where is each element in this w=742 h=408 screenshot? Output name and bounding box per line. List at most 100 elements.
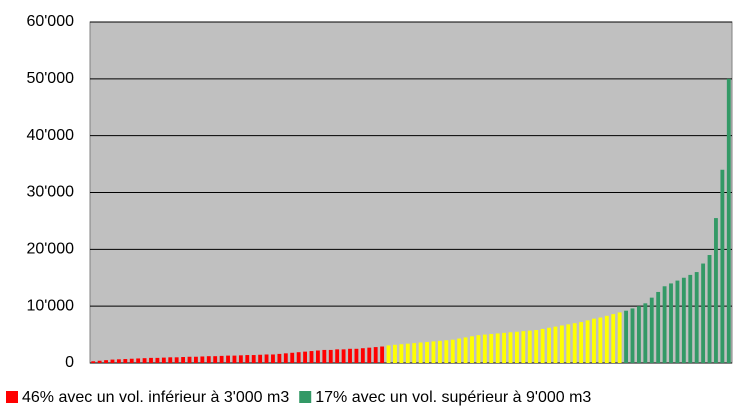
bar [598, 317, 603, 363]
bar [181, 357, 186, 363]
bar [566, 324, 571, 363]
bar [129, 358, 134, 363]
bar [200, 356, 205, 363]
bar [444, 340, 449, 363]
bar [335, 349, 340, 363]
y-tick-label: 40'000 [26, 127, 74, 144]
bar [515, 331, 519, 363]
bar [585, 320, 590, 363]
bar [187, 356, 192, 363]
bar [534, 330, 539, 363]
bar [354, 348, 359, 363]
bar [579, 322, 584, 363]
bar [245, 355, 250, 363]
bar [669, 283, 673, 363]
bar [482, 334, 487, 363]
bar [604, 315, 609, 363]
bar [328, 349, 333, 363]
bar [656, 291, 661, 363]
bar [714, 218, 718, 363]
bar [675, 280, 680, 363]
bar [431, 341, 436, 363]
legend-label: 46% avec un vol. inférieur à 3'000 m3 [22, 389, 289, 406]
bar [322, 349, 327, 363]
bar [219, 355, 224, 363]
bar [405, 343, 410, 363]
bar [540, 328, 545, 363]
bar [502, 332, 507, 363]
bar [701, 263, 706, 363]
bar [97, 360, 102, 363]
bar [303, 351, 307, 363]
bar [168, 357, 173, 363]
bar [681, 277, 686, 363]
bar [315, 350, 320, 363]
bar [457, 338, 462, 363]
bar [572, 323, 577, 363]
bar [194, 356, 198, 363]
bar [213, 356, 218, 363]
bar [527, 330, 532, 363]
bar [161, 357, 166, 363]
bar [489, 334, 494, 363]
y-tick-label: 10'000 [26, 297, 74, 314]
bar [110, 359, 115, 363]
legend-label: 17% avec un vol. supérieur à 9'000 m3 [315, 389, 591, 406]
bar [636, 306, 641, 363]
bar [694, 272, 699, 363]
bar [521, 331, 526, 363]
bar [258, 354, 263, 363]
bar [206, 356, 211, 363]
bar [386, 345, 391, 363]
bar [393, 344, 397, 363]
bar [264, 354, 269, 363]
bar [547, 327, 551, 363]
bar [418, 342, 423, 363]
legend-swatch [6, 391, 18, 403]
bar [559, 325, 564, 363]
bar [271, 354, 275, 363]
bar [283, 353, 288, 363]
bar [649, 297, 654, 363]
bar [617, 312, 622, 363]
bar [437, 340, 442, 363]
bar [399, 344, 404, 363]
bar [251, 355, 256, 363]
bar [238, 355, 243, 363]
bar [360, 348, 365, 363]
bar [508, 332, 513, 363]
bar [726, 78, 731, 363]
bar [309, 351, 314, 363]
bar [707, 255, 712, 363]
bar [624, 310, 628, 363]
bar [136, 358, 141, 363]
bar [155, 357, 160, 363]
bar [290, 352, 295, 363]
bar [553, 326, 558, 363]
bar [296, 352, 301, 363]
bar [592, 318, 596, 363]
bar [123, 359, 128, 363]
bar [367, 347, 372, 363]
bar [688, 274, 693, 363]
bar [450, 339, 455, 363]
y-tick-label: 20'000 [26, 241, 74, 258]
bar [720, 169, 725, 363]
bar [277, 353, 282, 363]
bar [373, 347, 378, 363]
bar [341, 349, 346, 363]
y-tick-label: 50'000 [26, 70, 74, 87]
y-tick-label: 0 [65, 354, 74, 371]
bar [495, 333, 500, 363]
y-tick-label: 60'000 [26, 13, 74, 30]
bar [425, 341, 429, 363]
bar [662, 286, 667, 363]
bar [149, 357, 153, 363]
bar [643, 303, 648, 363]
bar [380, 346, 385, 363]
y-tick-label: 30'000 [26, 184, 74, 201]
bar [104, 360, 108, 363]
bar [91, 361, 96, 363]
bar [412, 343, 417, 363]
